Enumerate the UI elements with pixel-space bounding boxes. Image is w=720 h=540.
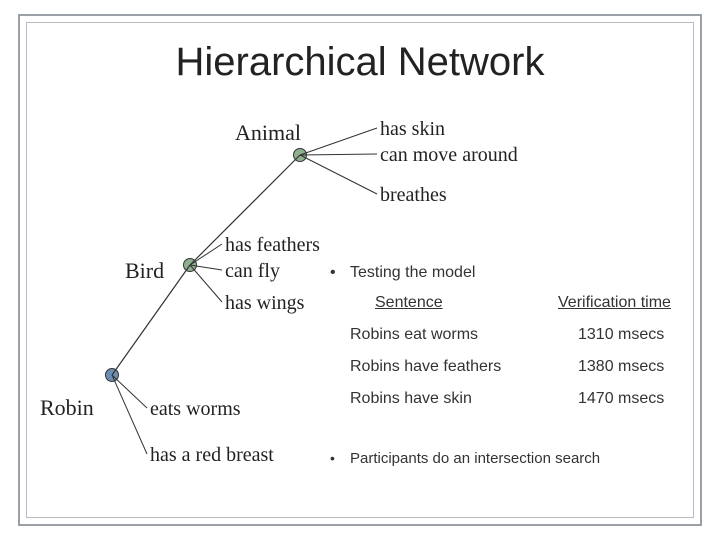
row-time: 1310 msecs xyxy=(578,326,664,344)
col-time: Verification time xyxy=(558,294,671,312)
node-animal-label: Animal xyxy=(235,120,301,146)
node-bird-dot xyxy=(183,258,197,272)
row-time: 1380 msecs xyxy=(578,358,664,376)
col-sentence: Sentence xyxy=(375,294,443,312)
test-note: Participants do an intersection search xyxy=(350,450,600,467)
page-title: Hierarchical Network xyxy=(0,40,720,85)
property-label: has a red breast xyxy=(150,444,274,467)
bullet-icon: • xyxy=(330,264,336,282)
property-label: has wings xyxy=(225,292,304,315)
bullet-icon: • xyxy=(330,450,335,466)
row-sentence: Robins have feathers xyxy=(350,358,501,376)
row-sentence: Robins have skin xyxy=(350,390,472,408)
node-animal-dot xyxy=(293,148,307,162)
row-sentence: Robins eat worms xyxy=(350,326,478,344)
property-label: breathes xyxy=(380,184,447,207)
node-bird-label: Bird xyxy=(125,258,164,284)
test-header: Testing the model xyxy=(350,264,475,282)
node-robin-label: Robin xyxy=(40,395,94,421)
property-label: eats worms xyxy=(150,398,241,421)
property-label: has feathers xyxy=(225,234,320,257)
property-label: can move around xyxy=(380,144,518,167)
row-time: 1470 msecs xyxy=(578,390,664,408)
property-label: has skin xyxy=(380,118,445,141)
node-robin-dot xyxy=(105,368,119,382)
property-label: can fly xyxy=(225,260,280,283)
